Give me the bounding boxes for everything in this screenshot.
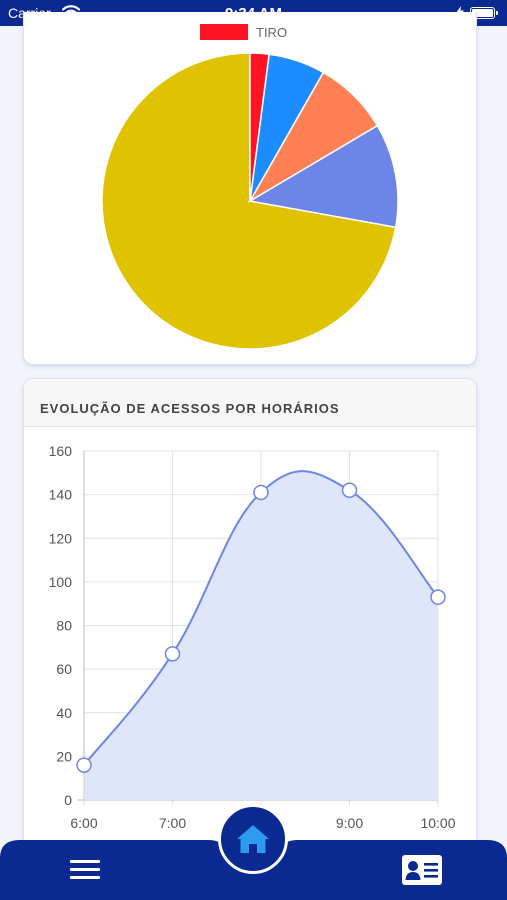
y-tick-label: 100 (49, 574, 73, 590)
x-tick-label: 9:00 (336, 815, 363, 831)
menu-icon (70, 860, 100, 863)
pie-slice-1[interactable] (247, 124, 399, 229)
pie-chart (101, 52, 399, 350)
y-tick-label: 20 (56, 748, 72, 764)
y-tick-label: 120 (49, 530, 73, 546)
home-icon (237, 825, 269, 853)
y-tick-label: 80 (56, 618, 72, 634)
pie-slice-4[interactable] (249, 52, 270, 202)
data-point[interactable] (430, 589, 446, 605)
x-tick-label: 6:00 (70, 815, 97, 831)
y-tick-label: 0 (64, 792, 72, 808)
id-card-icon (402, 855, 442, 885)
series-area (84, 471, 438, 800)
legend-label-tiro: TIRO (256, 25, 288, 40)
y-tick-label: 140 (49, 487, 73, 503)
x-tick-label: 10:00 (420, 815, 455, 831)
y-tick-label: 60 (56, 661, 72, 677)
y-tick-label: 160 (49, 443, 73, 459)
y-tick-label: 40 (56, 705, 72, 721)
home-button[interactable] (218, 804, 288, 874)
legend-swatch-tiro[interactable] (200, 24, 248, 40)
x-tick-label: 7:00 (159, 815, 186, 831)
data-point[interactable] (253, 484, 269, 501)
data-point[interactable] (164, 646, 181, 662)
line-chart: 0 20 40 60 80 100 120 140 160 6:00 7:00 9:00 10:00 (49, 443, 456, 831)
data-point[interactable] (341, 482, 358, 499)
menu-button[interactable] (68, 858, 102, 882)
line-chart-card: EVOLUÇÃO DE ACESSOS POR HORÁRIOS 0 20 40 60… (23, 378, 477, 860)
line-chart-card-title: EVOLUÇÃO DE ACESSOS POR HORÁRIOS (24, 379, 476, 427)
data-point[interactable] (76, 757, 92, 773)
profile-card-button[interactable] (400, 854, 444, 886)
tab-bar (0, 804, 507, 900)
pie-chart-card: TIRO (23, 12, 477, 365)
